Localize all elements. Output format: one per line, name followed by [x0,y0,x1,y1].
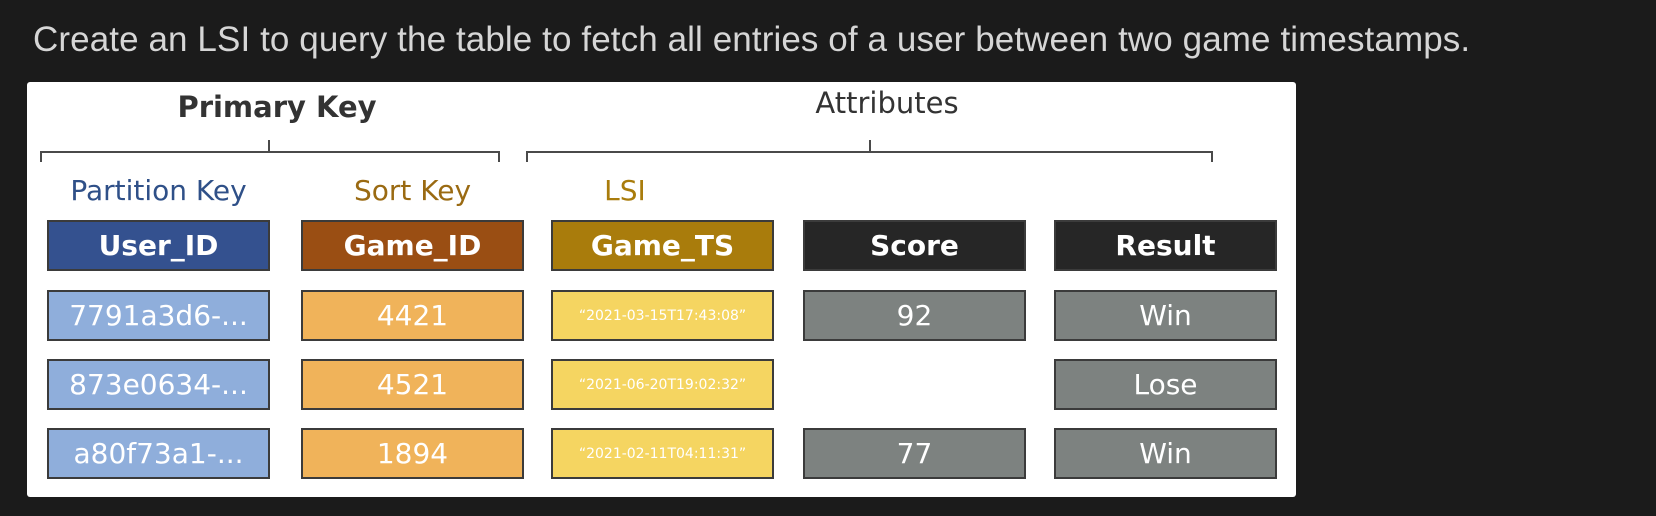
header-game-id: Game_ID [301,220,524,271]
header-score: Score [803,220,1026,271]
group-braces [40,140,1213,162]
header-user-id: User_ID [47,220,270,271]
header-game-ts: Game_TS [551,220,774,271]
attributes-title: Attributes [815,86,959,120]
attributes-brace [526,140,1213,162]
cell-user-id: 873e0634-... [47,359,270,410]
header-result: Result [1054,220,1277,271]
primary-key-title: Primary Key [177,90,377,124]
partition-key-label: Partition Key [70,174,247,207]
sort-key-label: Sort Key [353,174,472,207]
cell-user-id: a80f73a1-... [47,428,270,479]
primary-key-brace [40,140,500,162]
cell-game-ts: “2021-06-20T19:02:32” [551,359,774,410]
cell-result: Win [1054,290,1277,341]
dynamodb-table-diagram: Primary Key Attributes Partition Key Sor… [27,82,1296,497]
cell-game-id: 1894 [301,428,524,479]
cell-result: Lose [1054,359,1277,410]
cell-game-id: 4421 [301,290,524,341]
lsi-label: LSI [604,174,646,207]
cell-game-id: 4521 [301,359,524,410]
question-text: Create an LSI to query the table to fetc… [33,20,1471,59]
cell-game-ts: “2021-02-11T04:11:31” [551,428,774,479]
cell-game-ts: “2021-03-15T17:43:08” [551,290,774,341]
cell-score: 92 [803,290,1026,341]
cell-result: Win [1054,428,1277,479]
cell-user-id: 7791a3d6-... [47,290,270,341]
cell-score: 77 [803,428,1026,479]
